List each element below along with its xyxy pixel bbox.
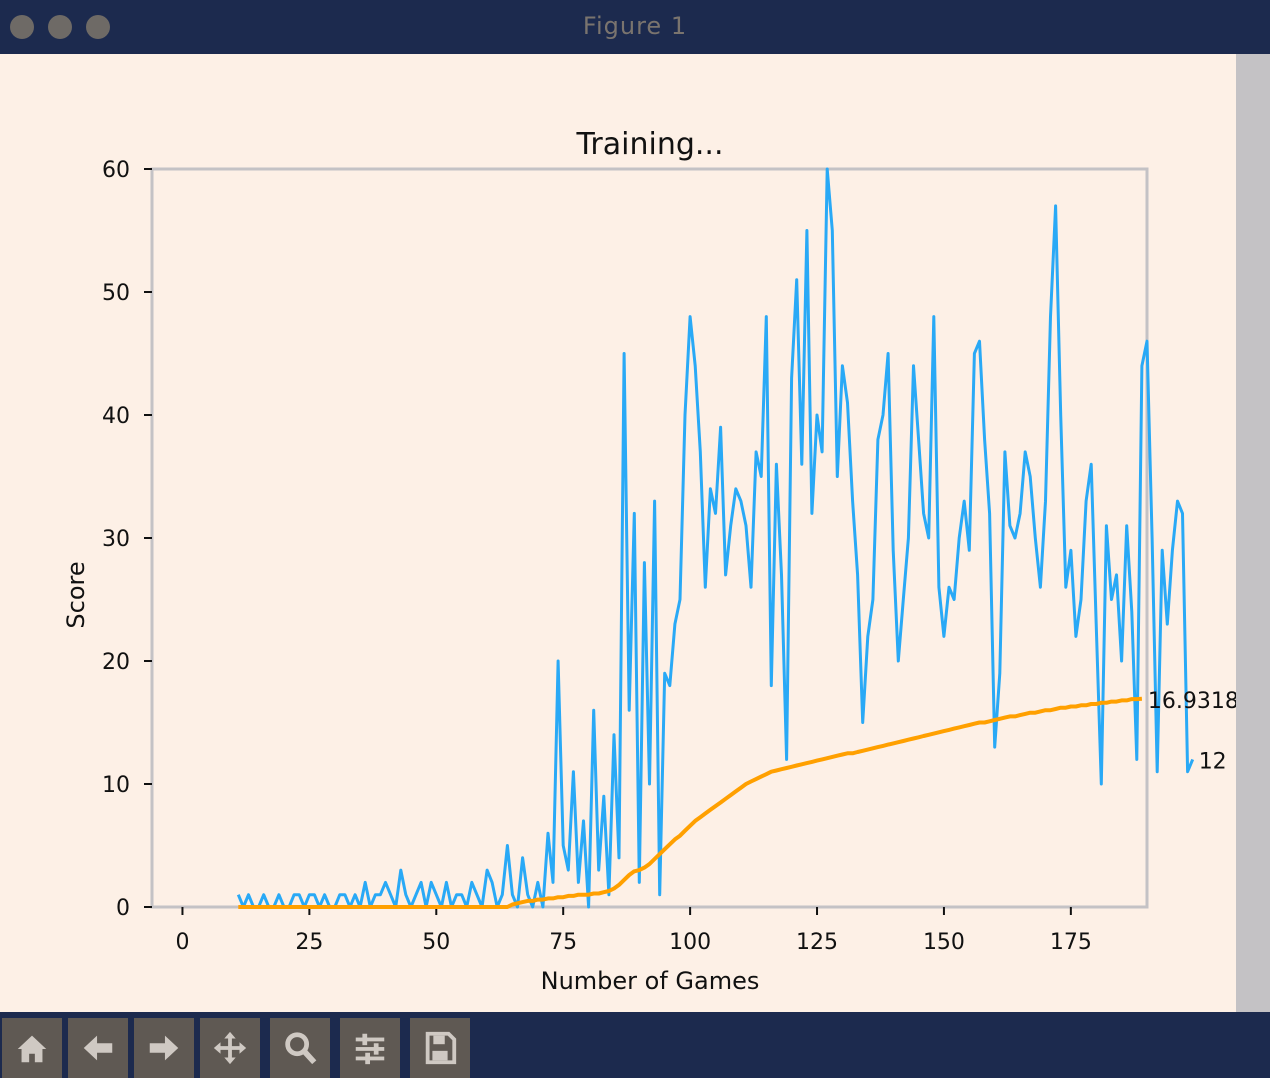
y-axis-label: Score: [62, 561, 90, 628]
y-tick-label: 0: [116, 896, 130, 921]
save-button[interactable]: [410, 1018, 470, 1078]
plot-frame: [150, 167, 1149, 909]
close-window-button[interactable]: [10, 15, 34, 39]
forward-arrow-icon: [149, 1035, 179, 1061]
x-tick-label: 100: [669, 930, 711, 955]
vertical-scrollbar[interactable]: [1236, 54, 1270, 1012]
maximize-window-button[interactable]: [86, 15, 110, 39]
y-tick-label: 20: [102, 650, 130, 675]
move-icon: [213, 1031, 247, 1065]
configure-subplots-button[interactable]: [340, 1018, 400, 1078]
y-tick-label: 50: [102, 281, 130, 306]
mean-end-label: 16.9318181818: [1148, 689, 1236, 714]
training-chart: 0 10 20 30 40 50 60 0 25 50 75 100 125 150 175 12 16.93…: [62, 127, 1236, 995]
zoom-button[interactable]: [270, 1018, 330, 1078]
score-series-line: [236, 167, 1195, 909]
x-tick-label: 0: [175, 930, 189, 955]
x-tick-label: 75: [549, 930, 577, 955]
y-tick-label: 10: [102, 773, 130, 798]
zoom-icon: [285, 1032, 317, 1065]
x-tick-label: 125: [796, 930, 838, 955]
sliders-icon: [355, 1033, 385, 1065]
x-axis-label: Number of Games: [541, 967, 760, 995]
y-tick-label: 30: [102, 527, 130, 552]
x-tick-label: 25: [295, 930, 323, 955]
pan-button[interactable]: [200, 1018, 260, 1078]
x-tick-label: 150: [923, 930, 965, 955]
x-tick-label: 175: [1050, 930, 1092, 955]
score-end-label: 12: [1199, 749, 1227, 774]
y-tick-label: 40: [102, 404, 130, 429]
window-title: Figure 1: [582, 12, 688, 40]
forward-button[interactable]: [134, 1018, 194, 1078]
back-arrow-icon: [83, 1035, 113, 1061]
chart-title: Training...: [576, 127, 724, 162]
x-tick-label: 50: [422, 930, 450, 955]
home-icon: [17, 1035, 47, 1063]
back-button[interactable]: [68, 1018, 128, 1078]
window-titlebar: Figure 1: [0, 0, 1270, 54]
mean-series-line: [238, 696, 1143, 909]
save-icon: [425, 1031, 457, 1065]
y-tick-label: 60: [102, 158, 130, 183]
minimize-window-button[interactable]: [48, 15, 72, 39]
home-button[interactable]: [2, 1018, 62, 1078]
navigation-toolbar: [0, 1012, 1270, 1078]
